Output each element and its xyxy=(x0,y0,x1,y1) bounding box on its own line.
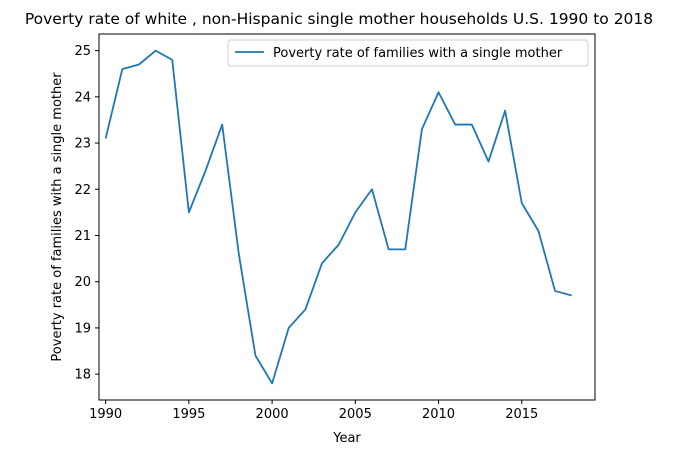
legend-label: Poverty rate of families with a single m… xyxy=(273,46,563,61)
y-tick-label: 18 xyxy=(74,368,91,383)
data-point-2008 xyxy=(403,247,407,251)
y-axis: 18 19 20 21 22 23 24 25 xyxy=(74,44,99,383)
data-point-1999 xyxy=(253,354,257,358)
data-point-2000 xyxy=(270,381,274,385)
y-tick-label: 20 xyxy=(74,275,91,290)
y-tick-label: 22 xyxy=(74,183,91,198)
data-point-2012 xyxy=(470,123,474,127)
legend-box xyxy=(227,39,589,67)
data-point-1990 xyxy=(104,136,108,140)
data-point-2002 xyxy=(303,307,307,311)
data-point-2007 xyxy=(387,247,391,251)
data-point-2004 xyxy=(337,243,341,247)
y-tick-label: 21 xyxy=(74,229,91,244)
data-point-1996 xyxy=(204,169,208,173)
plot-area xyxy=(104,49,574,385)
y-tick-label: 19 xyxy=(74,321,91,336)
data-point-1995 xyxy=(187,210,191,214)
data-point-1991 xyxy=(120,67,124,71)
data-point-1994 xyxy=(170,58,174,62)
data-point-2018 xyxy=(570,294,574,298)
x-tick-label: 2005 xyxy=(339,407,372,422)
chart-title: Poverty rate of white , non-Hispanic sin… xyxy=(25,10,653,28)
x-axis-label: Year xyxy=(332,431,361,446)
y-tick-label: 23 xyxy=(74,137,91,152)
legend: Poverty rate of families with a single m… xyxy=(227,39,589,67)
x-tick-label: 2015 xyxy=(505,407,538,422)
data-point-2016 xyxy=(536,229,540,233)
data-point-2011 xyxy=(453,123,457,127)
x-tick-label: 1995 xyxy=(172,407,205,422)
axes-frame xyxy=(98,33,596,401)
x-tick-label: 1990 xyxy=(89,407,122,422)
data-point-2003 xyxy=(320,261,324,265)
data-point-2014 xyxy=(503,109,507,113)
data-point-1992 xyxy=(137,63,141,67)
data-point-2015 xyxy=(520,201,524,205)
data-point-2001 xyxy=(287,326,291,330)
x-tick-label: 2010 xyxy=(422,407,455,422)
data-point-1998 xyxy=(237,252,241,256)
y-tick-label: 24 xyxy=(74,90,91,105)
x-tick-label: 2000 xyxy=(256,407,289,422)
y-axis-label: Poverty rate of families with a single m… xyxy=(50,72,65,362)
data-point-2006 xyxy=(370,187,374,191)
data-point-2010 xyxy=(437,90,441,94)
data-point-2013 xyxy=(486,160,490,164)
data-point-2005 xyxy=(353,210,357,214)
data-point-2017 xyxy=(553,289,557,293)
series-line-0 xyxy=(104,49,572,385)
data-point-1997 xyxy=(220,123,224,127)
y-tick-label: 25 xyxy=(74,44,91,59)
data-point-1993 xyxy=(154,49,158,53)
data-point-2009 xyxy=(420,127,424,131)
x-axis: 1990 1995 2000 2005 2010 2015 xyxy=(89,400,538,422)
